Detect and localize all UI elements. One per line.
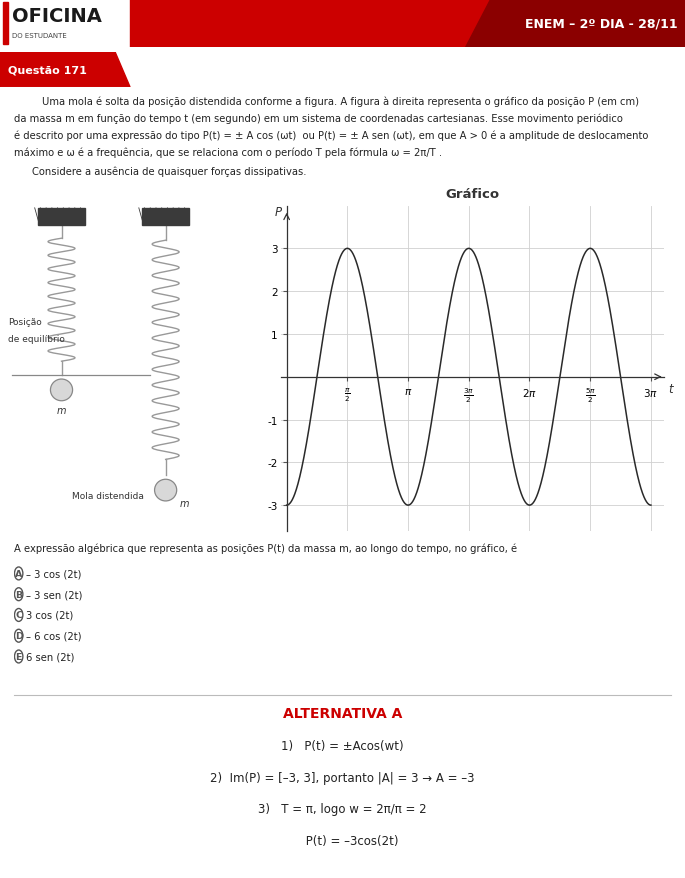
Polygon shape	[465, 0, 685, 48]
Text: E: E	[16, 652, 22, 661]
Text: ENEM – 2º DIA - 28/11: ENEM – 2º DIA - 28/11	[525, 18, 678, 31]
Bar	[130, 0, 685, 48]
Circle shape	[14, 630, 23, 643]
Text: Mola distendida: Mola distendida	[72, 491, 144, 500]
Polygon shape	[0, 53, 130, 88]
Text: – 6 cos (2t): – 6 cos (2t)	[25, 631, 81, 641]
Text: – 3 sen (2t): – 3 sen (2t)	[25, 589, 82, 600]
Text: P(t) = –3cos(2t): P(t) = –3cos(2t)	[287, 834, 398, 847]
Text: B: B	[15, 590, 22, 599]
Text: m: m	[180, 499, 190, 509]
Text: DO ESTUDANTE: DO ESTUDANTE	[12, 33, 66, 40]
Text: 3)   T = π, logo w = 2π/π = 2: 3) T = π, logo w = 2π/π = 2	[258, 802, 427, 816]
Text: ALTERNATIVA A: ALTERNATIVA A	[283, 706, 402, 720]
Text: m: m	[57, 406, 66, 415]
Bar	[142, 209, 189, 226]
Text: Considere a ausência de quaisquer forças dissipativas.: Considere a ausência de quaisquer forças…	[32, 166, 306, 176]
Ellipse shape	[51, 379, 73, 401]
Bar	[38, 209, 85, 226]
Text: A: A	[15, 569, 23, 579]
Text: C: C	[15, 611, 22, 620]
Bar	[3, 3, 8, 46]
Text: D: D	[15, 631, 23, 640]
Text: P: P	[275, 206, 282, 220]
Text: 1)   P(t) = ±Acos(wt): 1) P(t) = ±Acos(wt)	[281, 739, 404, 752]
Text: Questão 171: Questão 171	[8, 66, 87, 76]
Text: é descrito por uma expressão do tipo P(t) = ± A cos (ωt)  ou P(t) = ± A sen (ωt): é descrito por uma expressão do tipo P(t…	[14, 130, 648, 140]
Circle shape	[14, 588, 23, 601]
Text: t: t	[668, 383, 673, 396]
Text: OFICINA: OFICINA	[12, 7, 102, 25]
Circle shape	[14, 651, 23, 663]
Text: 3 cos (2t): 3 cos (2t)	[25, 610, 73, 620]
Circle shape	[14, 608, 23, 622]
Title: Gráfico: Gráfico	[445, 188, 500, 201]
Circle shape	[14, 567, 23, 580]
Text: 2)  Im(P) = [–3, 3], portanto |A| = 3 → A = –3: 2) Im(P) = [–3, 3], portanto |A| = 3 → A…	[210, 771, 475, 784]
Text: – 3 cos (2t): – 3 cos (2t)	[25, 569, 81, 579]
Text: A expressão algébrica que representa as posições P(t) da massa m, ao longo do te: A expressão algébrica que representa as …	[14, 543, 516, 553]
Text: 6 sen (2t): 6 sen (2t)	[25, 651, 74, 662]
Text: máximo e ω é a frequência, que se relaciona com o período T pela fórmula ω = 2π/: máximo e ω é a frequência, que se relaci…	[14, 147, 442, 157]
Text: Uma mola é solta da posição distendida conforme a figura. A figura à direita rep: Uma mola é solta da posição distendida c…	[42, 97, 638, 107]
Text: da massa m em função do tempo t (em segundo) em um sistema de coordenadas cartes: da massa m em função do tempo t (em segu…	[14, 113, 623, 124]
Ellipse shape	[155, 479, 177, 501]
Text: Posição: Posição	[8, 318, 42, 327]
Text: de equilíbrio: de equilíbrio	[8, 335, 65, 343]
